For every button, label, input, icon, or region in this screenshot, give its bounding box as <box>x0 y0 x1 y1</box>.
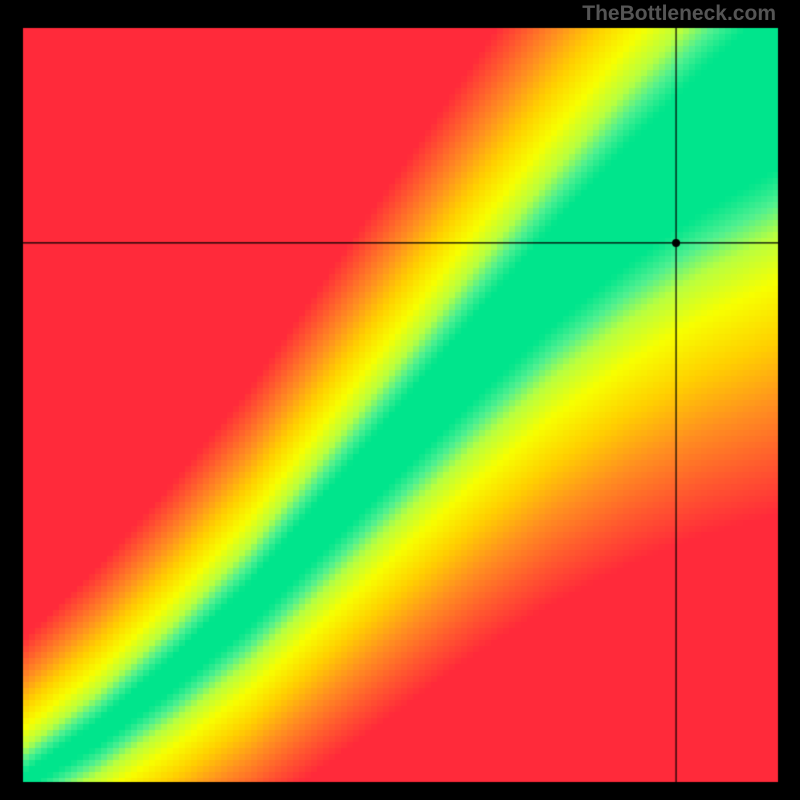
heatmap-canvas <box>0 0 800 800</box>
chart-container: TheBottleneck.com <box>0 0 800 800</box>
attribution-label: TheBottleneck.com <box>582 2 776 26</box>
